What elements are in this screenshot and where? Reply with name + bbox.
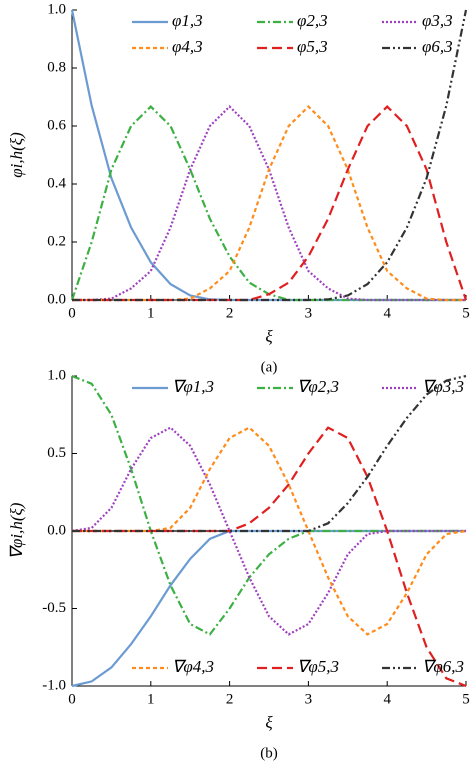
y-tick-label: 0.8 [47, 59, 66, 75]
y-tick-label: 0.4 [47, 175, 66, 191]
y-axis-label: φi,h(ξ) [7, 132, 26, 178]
y-tick-label: 0.6 [47, 117, 66, 133]
y-tick-label: 1.0 [47, 1, 66, 17]
legend-label: φ6,3 [422, 37, 453, 56]
y-tick-label: 0.0 [47, 522, 66, 538]
series-line [70, 9, 466, 302]
series-line [72, 105, 466, 302]
y-tick-label: -1.0 [42, 677, 66, 693]
legend-label: ∇φ1,3 [172, 377, 214, 396]
x-tick-label: 4 [383, 691, 391, 707]
series-line [72, 105, 466, 302]
x-axis-label: ξ [265, 327, 273, 346]
x-axis-label: ξ [265, 713, 273, 732]
series-line [72, 374, 467, 533]
legend-label: φ5,3 [297, 37, 328, 56]
legend-label: φ3,3 [422, 11, 453, 30]
x-tick-label: 1 [147, 691, 155, 707]
x-tick-label: 2 [226, 305, 234, 321]
y-tick-label: 0.2 [47, 233, 66, 249]
legend-label: ∇φ5,3 [297, 657, 339, 676]
x-tick-label: 0 [68, 305, 76, 321]
caption: (b) [260, 745, 278, 761]
x-tick-label: 3 [305, 691, 313, 707]
y-tick-label: -0.5 [42, 600, 66, 616]
legend-label: φ4,3 [172, 37, 203, 56]
y-tick-label: 0.0 [47, 291, 66, 307]
x-tick-label: 5 [462, 691, 470, 707]
x-tick-label: 2 [226, 691, 234, 707]
series-line [72, 105, 468, 302]
y-tick-label: 0.5 [47, 445, 66, 461]
y-tick-label: 1.0 [47, 367, 66, 383]
series-line [71, 426, 466, 636]
legend-label: φ2,3 [297, 11, 328, 30]
legend-label: φ1,3 [172, 11, 203, 30]
x-tick-label: 1 [147, 305, 155, 321]
y-axis-label: ∇φi,h(ξ) [7, 502, 26, 559]
legend-label: ∇φ2,3 [297, 377, 339, 396]
x-tick-label: 5 [462, 305, 470, 321]
x-tick-label: 4 [383, 305, 391, 321]
legend-label: ∇φ6,3 [422, 657, 464, 676]
series-line [72, 9, 468, 302]
x-tick-label: 3 [305, 305, 313, 321]
legend-label: ∇φ4,3 [172, 657, 214, 676]
series-line [71, 374, 466, 636]
series-line [70, 105, 466, 302]
caption: (a) [261, 359, 278, 375]
x-tick-label: 0 [68, 691, 76, 707]
